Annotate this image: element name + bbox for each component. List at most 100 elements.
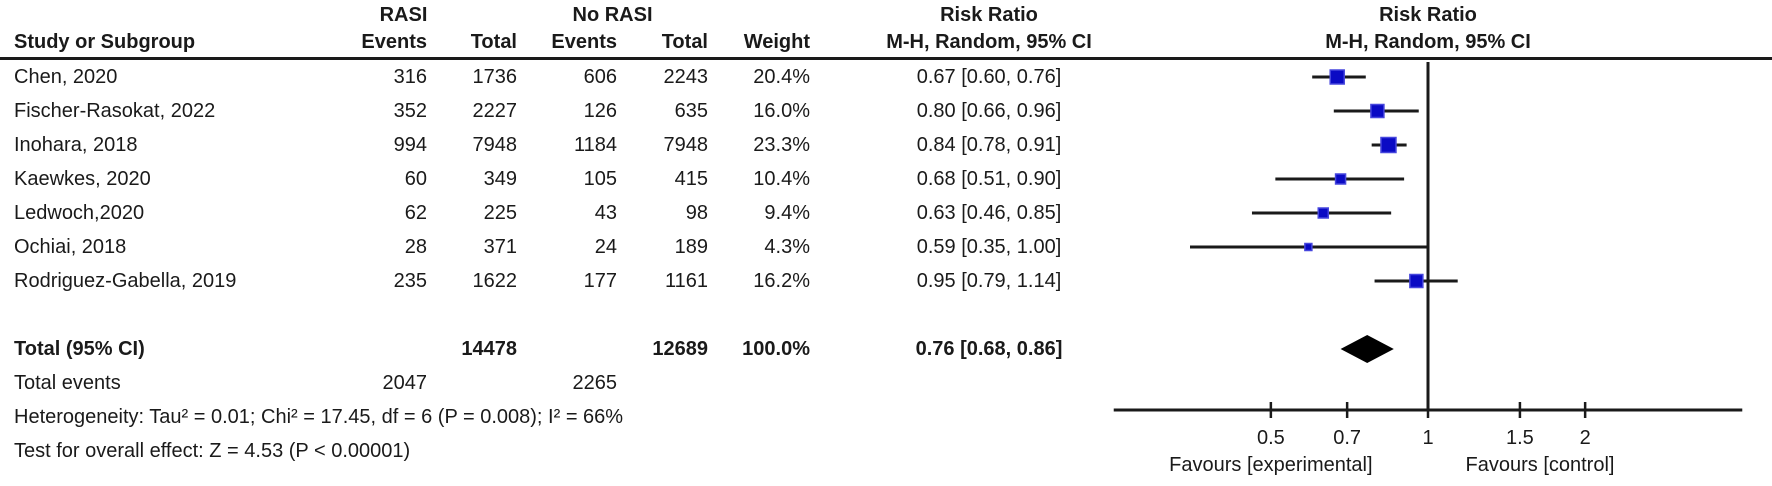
plot-rr-title: Risk Ratio — [1379, 4, 1477, 26]
total-rasi-cell: 225 — [483, 202, 517, 224]
table-body: Chen, 2020 316 1736 606 2243 20.4% 0.67 [0.60,… — [0, 60, 1772, 468]
events-rasi-cell: 62 — [404, 202, 427, 224]
study-name-cell: Kaewkes, 2020 — [14, 168, 151, 190]
plot-cell — [1140, 162, 1772, 196]
risk-ratio-cell: 0.63 [0.46, 0.85] — [916, 202, 1062, 224]
total-rasi-header: Total — [470, 31, 517, 53]
group-header-no-rasi: No RASI — [572, 4, 653, 26]
events-norasi-cell: 105 — [583, 168, 617, 190]
group-header-rasi: RASI — [379, 4, 428, 26]
risk-ratio-cell: 0.76 [0.68, 0.86] — [915, 338, 1063, 360]
total-rasi-cell: 7948 — [472, 134, 518, 156]
events-rasi-cell: 28 — [404, 236, 427, 258]
events-norasi-cell: 24 — [594, 236, 617, 258]
weight-cell: 9.4% — [764, 202, 810, 224]
weight-cell: 23.3% — [753, 134, 810, 156]
total-norasi-header: Total — [661, 31, 708, 53]
total-rasi-cell: 371 — [483, 236, 517, 258]
header-spacer — [0, 0, 290, 30]
risk-ratio-cell: 0.95 [0.79, 1.14] — [916, 270, 1062, 292]
plot-cell — [1140, 60, 1772, 94]
events-rasi-header: Events — [361, 31, 427, 53]
events-norasi-cell: 43 — [594, 202, 617, 224]
total-norasi-cell: 7948 — [663, 134, 709, 156]
weight-header: Weight — [743, 31, 810, 53]
study-name-cell: Rodriguez-Gabella, 2019 — [14, 270, 237, 292]
weight-cell: 20.4% — [753, 66, 810, 88]
weight-cell: 10.4% — [753, 168, 810, 190]
header-spacer — [708, 0, 810, 30]
events-norasi-cell: 606 — [583, 66, 617, 88]
study-name-cell: Inohara, 2018 — [14, 134, 138, 156]
total-rasi-cell: 349 — [483, 168, 517, 190]
study-row: Rodriguez-Gabella, 2019 235 1622 177 1161 16.… — [0, 264, 1772, 298]
study-row: Fischer-Rasokat, 2022 352 2227 126 635 16.0% 0… — [0, 94, 1772, 128]
total-rasi-cell: 1736 — [472, 66, 518, 88]
total-norasi-cell: 2243 — [663, 66, 709, 88]
events-rasi-cell: 235 — [393, 270, 427, 292]
events-norasi-cell: 177 — [583, 270, 617, 292]
rr-method-header: M-H, Random, 95% CI — [886, 31, 1092, 53]
study-name-cell: Chen, 2020 — [14, 66, 118, 88]
weight-cell: 16.2% — [753, 270, 810, 292]
weight-cell: 100.0% — [742, 338, 810, 360]
weight-cell: 16.0% — [753, 100, 810, 122]
heterogeneity-row: Heterogeneity: Tau² = 0.01; Chi² = 17.45… — [14, 406, 624, 428]
events-rasi-cell — [290, 332, 427, 366]
risk-ratio-cell: 0.68 [0.51, 0.90] — [916, 168, 1062, 190]
plot-cell — [1140, 264, 1772, 298]
plot-rr-method: M-H, Random, 95% CI — [1325, 31, 1531, 53]
events-rasi-cell: 994 — [393, 134, 427, 156]
total-rasi-cell: 14478 — [461, 338, 517, 360]
events-norasi-header: Events — [551, 31, 617, 53]
events-rasi-cell: 316 — [393, 66, 427, 88]
study-name-cell: Fischer-Rasokat, 2022 — [14, 100, 216, 122]
plot-cell — [1140, 196, 1772, 230]
risk-ratio-cell: 0.67 [0.60, 0.76] — [916, 66, 1062, 88]
study-name-cell: Ledwoch,2020 — [14, 202, 145, 224]
total-norasi-cell: 635 — [674, 100, 708, 122]
events-rasi-cell: 60 — [404, 168, 427, 190]
plot-cell — [1140, 332, 1772, 366]
study-row: Kaewkes, 2020 60 349 105 415 10.4% 0.68 [0.51,… — [0, 162, 1772, 196]
total-row: Total (95% CI) 14478 12689 100.0% 0.76 [0.68… — [0, 332, 1772, 366]
plot-header: Risk Ratio M-H, Random, 95% CI — [1113, 0, 1743, 57]
study-column-header: Study or Subgroup — [14, 31, 196, 53]
total-norasi-cell: 189 — [674, 236, 708, 258]
plot-cell — [1140, 94, 1772, 128]
spacer-cell — [617, 366, 708, 400]
total-events-row: Total events 2047 2265 — [0, 366, 1772, 400]
total-label-cell: Total (95% CI) — [14, 338, 145, 360]
events-rasi-cell: 352 — [393, 100, 427, 122]
overall-effect-row: Test for overall effect: Z = 4.53 (P < 0… — [14, 440, 411, 462]
events-norasi-cell — [517, 332, 617, 366]
plot-cell — [1140, 128, 1772, 162]
rr-column-title: Risk Ratio — [940, 4, 1038, 26]
total-norasi-cell: 12689 — [652, 338, 708, 360]
spacer-cell — [1140, 366, 1772, 400]
study-row: Inohara, 2018 994 7948 1184 7948 23.3% 0.84 [0… — [0, 128, 1772, 162]
table-header: RASI No RASI Risk Ratio Study or Subgrou… — [0, 0, 1772, 60]
spacer-cell — [708, 366, 810, 400]
study-name-cell: Ochiai, 2018 — [14, 236, 127, 258]
total-events-label-cell: Total events — [14, 372, 121, 394]
risk-ratio-cell: 0.59 [0.35, 1.00] — [916, 236, 1062, 258]
events-norasi-cell: 126 — [583, 100, 617, 122]
study-row: Ledwoch,2020 62 225 43 98 9.4% 0.63 [0.46, 0.8… — [0, 196, 1772, 230]
blank-row — [0, 298, 1772, 332]
risk-ratio-cell: 0.84 [0.78, 0.91] — [916, 134, 1062, 156]
total-norasi-cell: 98 — [685, 202, 708, 224]
risk-ratio-cell: 0.80 [0.66, 0.96] — [916, 100, 1062, 122]
weight-cell: 4.3% — [764, 236, 810, 258]
events-norasi-cell: 1184 — [573, 134, 617, 156]
study-row: Ochiai, 2018 28 371 24 189 4.3% 0.59 [0.35, 1.… — [0, 230, 1772, 264]
total-events-norasi-cell: 2265 — [572, 372, 618, 394]
total-rasi-cell: 2227 — [472, 100, 518, 122]
spacer-cell — [427, 366, 517, 400]
plot-cell — [1140, 230, 1772, 264]
total-norasi-cell: 415 — [674, 168, 708, 190]
study-row: Chen, 2020 316 1736 606 2243 20.4% 0.67 [0.60,… — [0, 60, 1772, 94]
spacer-cell — [810, 366, 1140, 400]
total-events-rasi-cell: 2047 — [382, 372, 428, 394]
